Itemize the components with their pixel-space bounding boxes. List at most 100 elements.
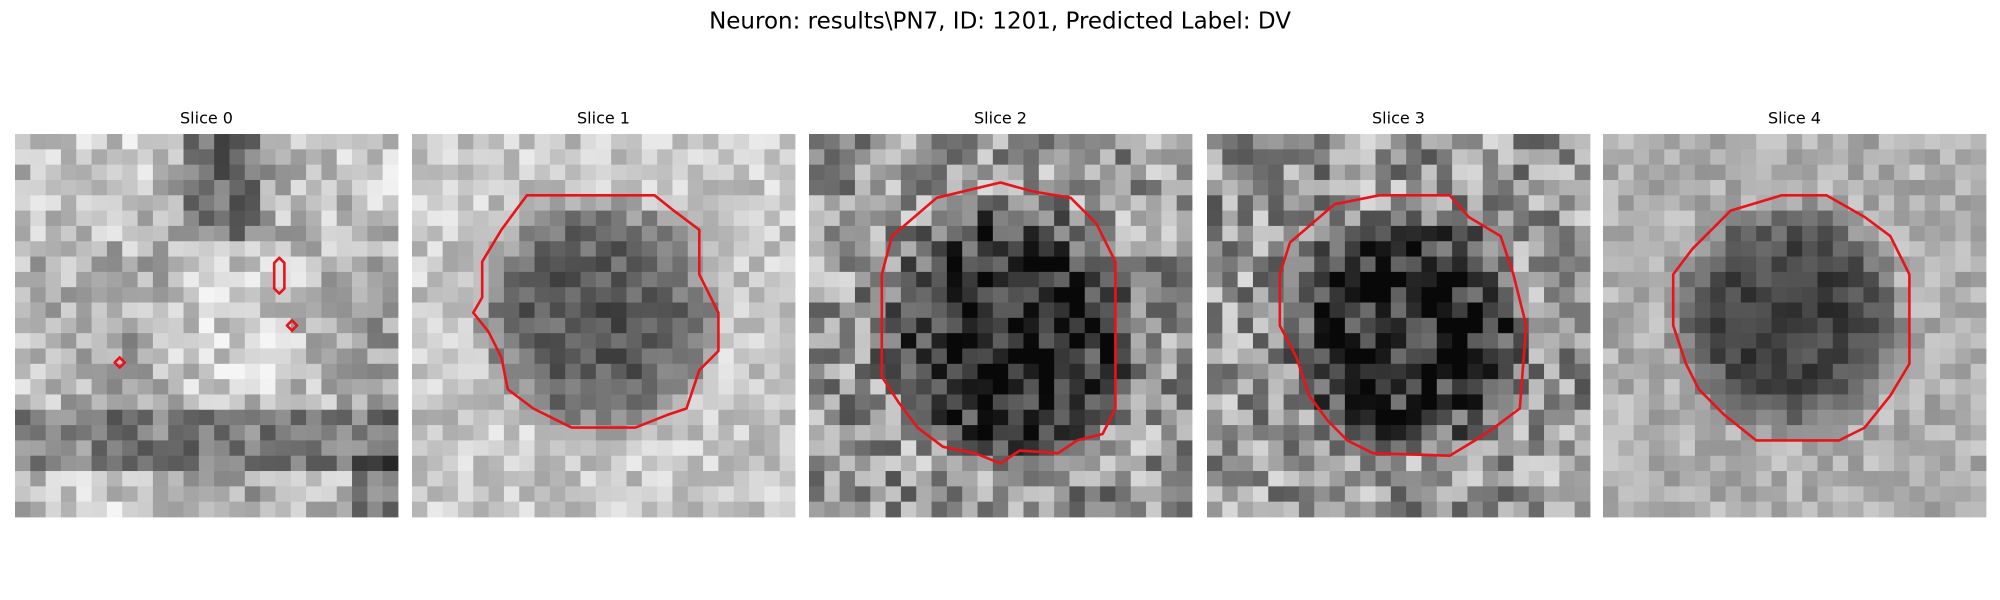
pixel <box>1513 134 1530 150</box>
pixel <box>244 149 261 166</box>
pixel <box>718 394 735 411</box>
pixel <box>1375 455 1392 472</box>
pixel <box>503 195 520 211</box>
pixel <box>749 149 765 166</box>
pixel <box>1574 195 1591 211</box>
pixel <box>427 440 444 457</box>
pixel <box>1008 333 1024 349</box>
pixel <box>1222 210 1239 227</box>
pixel <box>275 379 292 395</box>
pixel <box>1222 241 1239 257</box>
pixel <box>1252 179 1269 196</box>
pixel <box>1252 333 1269 349</box>
pixel <box>1268 271 1284 288</box>
pixel <box>106 333 123 349</box>
pixel <box>352 210 368 227</box>
pixel <box>1648 425 1665 441</box>
pixel <box>1603 455 1619 472</box>
pixel <box>992 379 1009 395</box>
pixel <box>779 379 796 395</box>
pixel <box>733 317 750 334</box>
pixel <box>1909 455 1926 472</box>
pixel <box>30 195 47 211</box>
pixel <box>870 287 886 303</box>
pixel <box>122 333 138 349</box>
pixel <box>442 333 459 349</box>
pixel <box>611 302 627 319</box>
pixel <box>1603 195 1619 211</box>
pixel <box>1802 333 1818 349</box>
pixel <box>1970 134 1987 150</box>
pixel <box>1710 302 1726 319</box>
pixel <box>290 302 307 319</box>
pixel <box>1130 195 1147 211</box>
pixel <box>214 471 230 487</box>
pixel <box>962 317 978 334</box>
pixel <box>992 302 1009 319</box>
pixel <box>1970 333 1987 349</box>
pixel <box>1909 440 1926 457</box>
pixel <box>1298 425 1315 441</box>
pixel <box>1817 149 1834 166</box>
pixel <box>1146 225 1162 242</box>
pixel <box>1878 179 1895 196</box>
pixel <box>1329 486 1346 503</box>
pixel <box>1130 210 1147 227</box>
pixel <box>503 394 520 411</box>
pixel <box>183 179 200 196</box>
pixel <box>657 271 673 288</box>
pixel <box>1909 164 1926 181</box>
pixel <box>1725 256 1742 273</box>
pixel <box>1023 225 1040 242</box>
pixel <box>60 333 77 349</box>
pixel <box>718 271 735 288</box>
pixel <box>30 179 47 196</box>
pixel <box>931 271 948 288</box>
pixel <box>30 164 47 181</box>
pixel <box>1038 195 1055 211</box>
pixel <box>718 195 735 211</box>
pixel <box>764 225 781 242</box>
pixel <box>641 440 658 457</box>
pixel <box>1482 379 1499 395</box>
pixel <box>137 333 154 349</box>
pixel <box>1222 317 1239 334</box>
pixel <box>1207 256 1223 273</box>
pixel <box>1314 195 1330 211</box>
pixel <box>1283 195 1300 211</box>
pixel <box>946 363 963 380</box>
pixel <box>152 210 169 227</box>
pixel <box>839 363 856 380</box>
pixel <box>1100 348 1116 365</box>
pixel <box>1498 333 1514 349</box>
pixel <box>641 394 658 411</box>
pixel <box>1633 394 1650 411</box>
pixel <box>1725 425 1742 441</box>
pixel <box>15 149 31 166</box>
pixel <box>244 134 261 150</box>
pixel <box>641 225 658 242</box>
pixel <box>962 256 978 273</box>
pixel <box>260 271 276 288</box>
pixel <box>198 501 215 518</box>
pixel <box>1710 501 1726 518</box>
pixel <box>1955 225 1972 242</box>
pixel <box>442 149 459 166</box>
pixel <box>1467 333 1484 349</box>
pixel <box>1832 379 1849 395</box>
pixel <box>1207 287 1223 303</box>
pixel <box>1298 317 1315 334</box>
pixel <box>321 241 338 257</box>
pixel <box>30 302 47 319</box>
pixel <box>611 333 627 349</box>
pixel <box>1329 271 1346 288</box>
pixel <box>687 363 704 380</box>
pixel <box>1406 287 1422 303</box>
pixel <box>1528 471 1545 487</box>
pixel <box>1390 348 1407 365</box>
pixel <box>977 287 994 303</box>
pixel <box>30 134 47 150</box>
pixel <box>1038 149 1055 166</box>
pixel <box>824 210 841 227</box>
pixel <box>427 164 444 181</box>
